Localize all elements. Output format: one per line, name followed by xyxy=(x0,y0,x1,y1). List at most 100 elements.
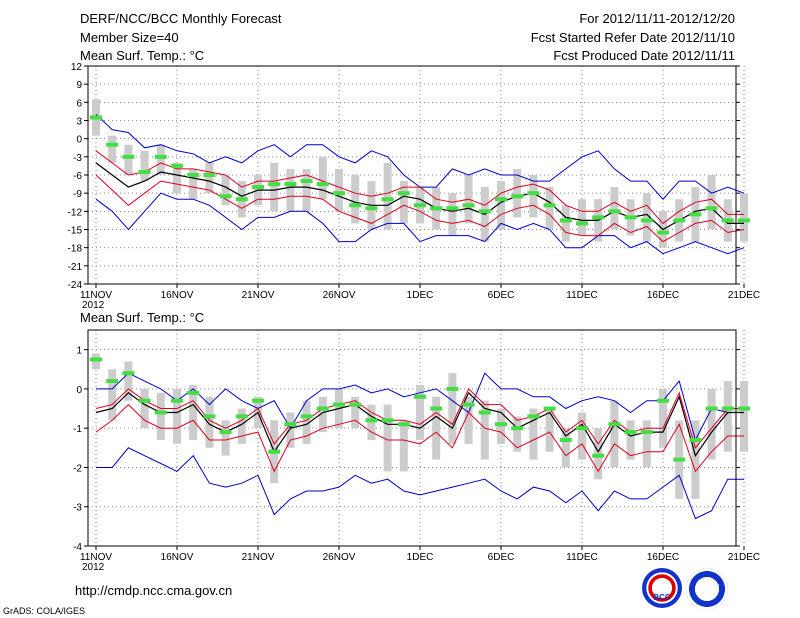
spread-bar xyxy=(723,381,732,452)
observed-marker xyxy=(430,206,443,211)
series-min-line xyxy=(96,447,744,520)
y-tick-label: -24 xyxy=(68,280,83,291)
observed-marker xyxy=(397,422,410,427)
observed-marker xyxy=(106,379,119,384)
observed-marker xyxy=(527,191,540,196)
spread-bar xyxy=(351,175,360,224)
observed-marker xyxy=(511,194,524,199)
spread-bar xyxy=(691,420,700,499)
spread-bar xyxy=(642,420,651,468)
observed-marker xyxy=(576,426,588,431)
observed-marker xyxy=(624,430,637,435)
chart-title: DERF/NCC/BCC Monthly Forecast xyxy=(80,11,282,26)
series-lower-line xyxy=(95,403,744,473)
observed-marker xyxy=(640,430,653,435)
y-tick-label: -1 xyxy=(73,424,82,435)
observed-marker xyxy=(543,406,556,411)
observed-marker xyxy=(154,154,167,159)
x-tick-label: 21DEC xyxy=(728,290,760,301)
bcc-logo-text: BCC xyxy=(653,593,671,602)
y-tick-label: -6 xyxy=(73,171,82,182)
observed-marker xyxy=(559,218,572,223)
observed-marker xyxy=(640,218,653,223)
observed-marker xyxy=(300,414,313,419)
observed-marker xyxy=(138,398,151,403)
observed-marker xyxy=(446,386,459,391)
member-size-label: Member Size=40 xyxy=(80,30,179,45)
observed-marker xyxy=(154,410,167,415)
observed-marker xyxy=(235,414,248,419)
x-tick-label: 11NOV xyxy=(80,290,112,301)
y-tick-label: -3 xyxy=(73,153,82,164)
observed-marker xyxy=(511,426,524,431)
observed-marker xyxy=(349,402,362,407)
observed-marker xyxy=(219,430,232,435)
spread-bar xyxy=(578,199,586,236)
spread-bar xyxy=(237,408,246,444)
observed-marker xyxy=(705,206,718,211)
observed-marker xyxy=(333,191,345,196)
observed-marker xyxy=(721,218,734,223)
spread-bar xyxy=(626,420,635,460)
spread-bar xyxy=(642,193,651,242)
x-tick-label: 21DEC xyxy=(728,552,760,563)
source-url[interactable]: http://cmdp.ncc.cma.gov.cn xyxy=(75,583,233,598)
y-tick-label: -12 xyxy=(68,207,83,218)
y-tick-label: -4 xyxy=(73,542,82,553)
observed-marker xyxy=(316,182,329,187)
ncc-logo: NCC xyxy=(686,568,728,610)
observed-marker xyxy=(559,437,572,442)
x-tick-label: 16NOV xyxy=(161,290,194,301)
observed-marker xyxy=(592,215,605,220)
plot-frame xyxy=(87,329,737,547)
observed-marker xyxy=(122,371,135,376)
observed-marker xyxy=(462,402,475,407)
y-tick-label: 12 xyxy=(71,62,83,73)
y-tick-label: -3 xyxy=(73,503,82,514)
spread-bar xyxy=(221,420,230,456)
x-tick-label: 26NOV xyxy=(323,290,356,301)
observed-marker xyxy=(414,203,426,208)
spread-bar xyxy=(140,388,149,429)
observed-marker xyxy=(300,179,313,184)
observed-marker xyxy=(657,230,669,235)
observed-marker xyxy=(349,203,362,208)
x-tick-label: 6DEC xyxy=(488,552,515,563)
spread-bar xyxy=(659,388,667,448)
spread-bar xyxy=(545,187,554,230)
spread-bar xyxy=(707,175,716,230)
x-tick-label: 16NOV xyxy=(161,552,194,563)
observed-marker xyxy=(381,418,394,423)
series-min-line xyxy=(95,192,745,255)
x-tick-label: 6DEC xyxy=(488,290,515,301)
spread-bar xyxy=(173,388,181,444)
y-tick-label: 6 xyxy=(76,98,82,109)
observed-marker xyxy=(187,173,200,177)
observed-marker xyxy=(397,191,410,196)
series-max-line xyxy=(96,372,744,442)
spread-bar xyxy=(740,193,748,242)
spread-bar xyxy=(156,144,165,175)
spread-bar xyxy=(399,181,408,224)
observed-marker xyxy=(90,357,102,362)
spread-bar xyxy=(189,384,198,440)
y-tick-label: 3 xyxy=(76,117,82,128)
spread-bar xyxy=(561,205,570,242)
observed-marker xyxy=(495,197,507,202)
spread-bar xyxy=(189,168,198,200)
observed-marker xyxy=(106,142,119,147)
observed-marker xyxy=(235,197,248,202)
spread-bar xyxy=(610,187,619,230)
spread-bar xyxy=(383,404,392,472)
series-lower-line xyxy=(95,174,745,243)
spread-bar xyxy=(399,420,408,472)
spread-bar xyxy=(108,135,117,163)
spread-bar xyxy=(270,162,279,212)
y-tick-label: 9 xyxy=(76,80,82,91)
observed-marker xyxy=(738,406,750,411)
observed-marker xyxy=(284,422,297,427)
x-tick-label: 1DEC xyxy=(407,552,434,563)
spread-bar xyxy=(351,396,360,429)
y-tick-label: -9 xyxy=(73,189,82,200)
